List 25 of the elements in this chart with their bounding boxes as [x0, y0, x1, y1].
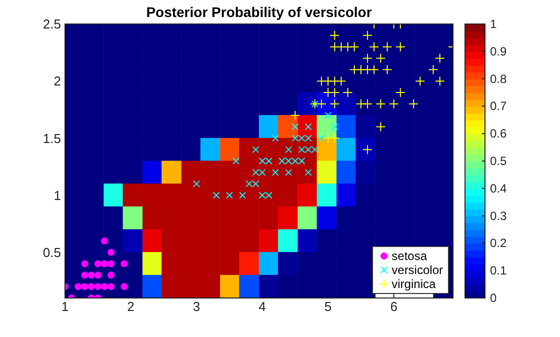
x-tick-label: 3 [192, 299, 200, 314]
color-bar-label: 0.1 [490, 264, 508, 278]
x-tick-label: 6 [390, 299, 398, 314]
color-bar-label: 0.5 [490, 154, 508, 168]
color-bar-label: 0.3 [490, 208, 508, 223]
y-tick-label: 0.5 [42, 244, 61, 260]
color-bar-label: 0.9 [490, 44, 508, 58]
x-tick-label: 2 [127, 299, 134, 314]
legend-label: virginica [392, 277, 436, 291]
legend-label: setosa [392, 249, 427, 263]
color-bar-label: 0 [490, 291, 497, 305]
x-tick-label: 5 [324, 299, 332, 314]
color-bar-label: 0.8 [490, 72, 508, 86]
color-bar-label: 1 [490, 17, 497, 31]
color-bar-label: 0.6 [490, 126, 508, 141]
legend-label: versicolor [392, 263, 443, 277]
y-tick-label: 1.5 [42, 130, 61, 146]
y-tick-label: 2.5 [42, 16, 61, 32]
y-tick-label: 1 [54, 188, 61, 203]
y-tick-label: 2 [54, 74, 61, 89]
color-bar-label: 0.4 [490, 181, 508, 196]
x-tick-label: 4 [258, 299, 266, 314]
color-bar-label: 0.2 [490, 236, 508, 250]
chart-title: Posterior Probability of versicolor [145, 4, 373, 20]
color-bar-label: 0.7 [490, 99, 508, 114]
